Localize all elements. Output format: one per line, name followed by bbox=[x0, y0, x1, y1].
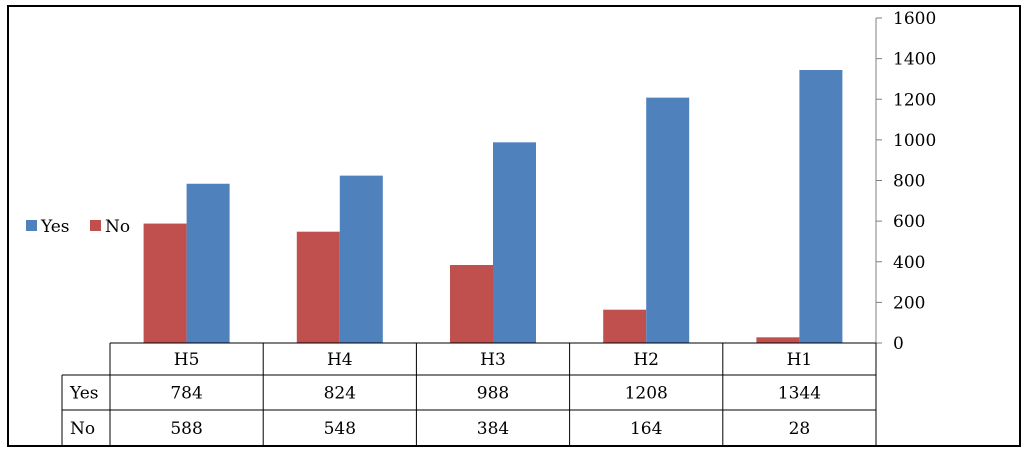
y-tick-label: 1000 bbox=[893, 131, 936, 151]
legend-label-yes: Yes bbox=[40, 217, 70, 237]
y-tick-label: 1400 bbox=[893, 50, 936, 70]
data-label-yes-h2: 1208 bbox=[625, 384, 668, 404]
bar-no-h5 bbox=[143, 223, 187, 343]
x-tick-label-h3: H3 bbox=[480, 350, 506, 370]
y-tick-label: 200 bbox=[893, 293, 925, 313]
bar-no-h2 bbox=[603, 309, 647, 343]
legend-swatch-no bbox=[90, 220, 101, 231]
y-tick-label: 1600 bbox=[893, 9, 936, 29]
legend-swatch-yes bbox=[26, 220, 37, 231]
x-tick-label-h1: H1 bbox=[787, 350, 813, 370]
data-label-no-h1: 28 bbox=[789, 419, 811, 439]
bar-yes-h1 bbox=[799, 70, 843, 343]
table-row-label-yes: Yes bbox=[69, 384, 99, 404]
x-tick-label-h2: H2 bbox=[633, 350, 659, 370]
y-tick-label: 0 bbox=[893, 334, 904, 354]
bar-no-h4 bbox=[296, 231, 340, 343]
legend-label-no: No bbox=[105, 217, 130, 237]
x-tick-label-h5: H5 bbox=[174, 350, 200, 370]
data-label-no-h2: 164 bbox=[630, 419, 662, 439]
data-table: H5 H4 H3 H2 H1 Yes 784 824 988 1208 1344 No 588 548 38… bbox=[61, 342, 877, 447]
data-label-no-h5: 588 bbox=[170, 419, 202, 439]
data-label-yes-h4: 824 bbox=[324, 384, 356, 404]
data-label-yes-h3: 988 bbox=[477, 384, 509, 404]
bar-no-h1 bbox=[756, 337, 800, 343]
bar-yes-h5 bbox=[186, 183, 230, 343]
bar-yes-h3 bbox=[493, 142, 536, 343]
bar-no-h3 bbox=[450, 265, 493, 343]
y-tick-label: 400 bbox=[893, 253, 925, 273]
data-label-yes-h5: 784 bbox=[170, 384, 202, 404]
legend: Yes No bbox=[26, 217, 130, 237]
table-row-label-no: No bbox=[70, 419, 95, 439]
y-tick-label: 600 bbox=[893, 212, 925, 232]
x-tick-label-h4: H4 bbox=[327, 350, 353, 370]
bar-yes-h4 bbox=[339, 175, 383, 343]
y-axis: 0 200 400 600 800 1000 1200 1400 1600 bbox=[875, 9, 936, 354]
bar-yes-h2 bbox=[646, 97, 690, 343]
bars-group bbox=[143, 70, 843, 343]
data-label-no-h4: 548 bbox=[324, 419, 356, 439]
y-tick-label: 1200 bbox=[893, 90, 936, 110]
y-tick-label: 800 bbox=[893, 172, 925, 192]
data-label-yes-h1: 1344 bbox=[778, 384, 821, 404]
data-label-no-h3: 384 bbox=[477, 419, 509, 439]
